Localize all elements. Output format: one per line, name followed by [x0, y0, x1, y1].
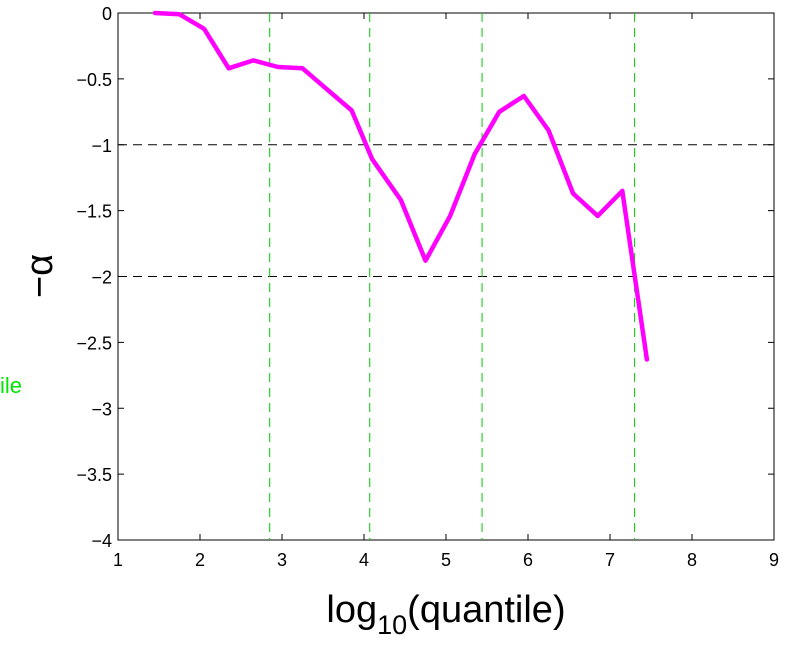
x-axis-title: log10(quantile): [326, 589, 565, 640]
side-label: ile: [0, 373, 22, 398]
x-tick-label: 1: [113, 550, 123, 570]
x-tick-label: 3: [277, 550, 287, 570]
x-tick-label: 2: [195, 550, 205, 570]
x-axis-title-rest: (quantile): [407, 589, 565, 631]
y-tick-label: −4: [91, 531, 112, 551]
y-axis-title: −α: [19, 254, 61, 298]
y-tick-label: −0.5: [76, 70, 112, 90]
y-tick-label: −2.5: [76, 333, 112, 353]
y-tick-label: −1.5: [76, 202, 112, 222]
x-tick-label: 4: [359, 550, 369, 570]
y-tick-label: −3.5: [76, 465, 112, 485]
y-tick-label: −3: [91, 399, 112, 419]
series-group: [152, 10, 650, 362]
y-tick-label: −1: [91, 136, 112, 156]
x-tick-label: 6: [523, 550, 533, 570]
x-axis-title-base: log: [326, 589, 377, 631]
axis-ticks: 1 2 3 4 5 6 7 8 9 0 −0.5 −1 −1.5 −2 −2.5 −3 −3.5 −4: [76, 4, 779, 570]
x-tick-label: 9: [769, 550, 779, 570]
x-tick-label: 5: [441, 550, 451, 570]
x-tick-label: 7: [605, 550, 615, 570]
x-tick-label: 8: [687, 550, 697, 570]
x-axis-title-subscript: 10: [377, 610, 407, 640]
y-tick-label: −2: [91, 268, 112, 288]
series-line: [152, 10, 650, 362]
y-tick-label: 0: [102, 4, 112, 24]
